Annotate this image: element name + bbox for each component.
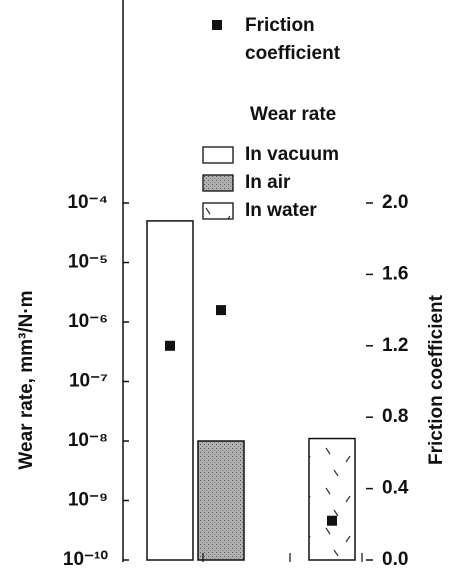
y-tick-label: 10⁻⁴	[67, 192, 108, 213]
y2-axis-label: Friction coefficient	[426, 294, 447, 465]
y-tick-label: 10⁻⁸	[68, 430, 108, 451]
marker	[165, 340, 175, 351]
bar	[197, 440, 245, 561]
y2-tick-label: 1.2	[382, 335, 408, 356]
y2-tick-label: 0.8	[382, 406, 408, 427]
legend-label: In vacuum	[245, 144, 339, 165]
bar	[146, 220, 194, 561]
legend-swatch	[202, 174, 234, 192]
legend-title: Wear rate	[250, 104, 336, 125]
y2-tick-label: 2.0	[382, 192, 408, 213]
marker	[327, 515, 337, 526]
bar	[308, 437, 356, 561]
y2-tick-label: 0.4	[382, 478, 409, 499]
y-tick-label: 10⁻⁶	[68, 311, 108, 332]
legend-swatch	[202, 146, 234, 164]
y-axis-label: Wear rate, mm³/N·m	[16, 290, 37, 469]
legend-label: In air	[245, 172, 291, 193]
y2-tick-label: 0.0	[382, 549, 408, 570]
legend-label: Friction coefficient	[245, 15, 341, 64]
y-tick-label: 10⁻⁹	[68, 490, 108, 511]
y-tick-label: 10⁻⁷	[69, 371, 108, 392]
y-tick-label: 10⁻⁵	[68, 252, 108, 273]
legend-label: In water	[245, 200, 317, 221]
y2-tick-label: 1.6	[382, 263, 408, 284]
marker	[216, 305, 226, 316]
legend-marker	[212, 20, 222, 30]
y-tick-label: 10⁻¹⁰	[63, 549, 108, 570]
legend-swatch	[202, 202, 234, 220]
